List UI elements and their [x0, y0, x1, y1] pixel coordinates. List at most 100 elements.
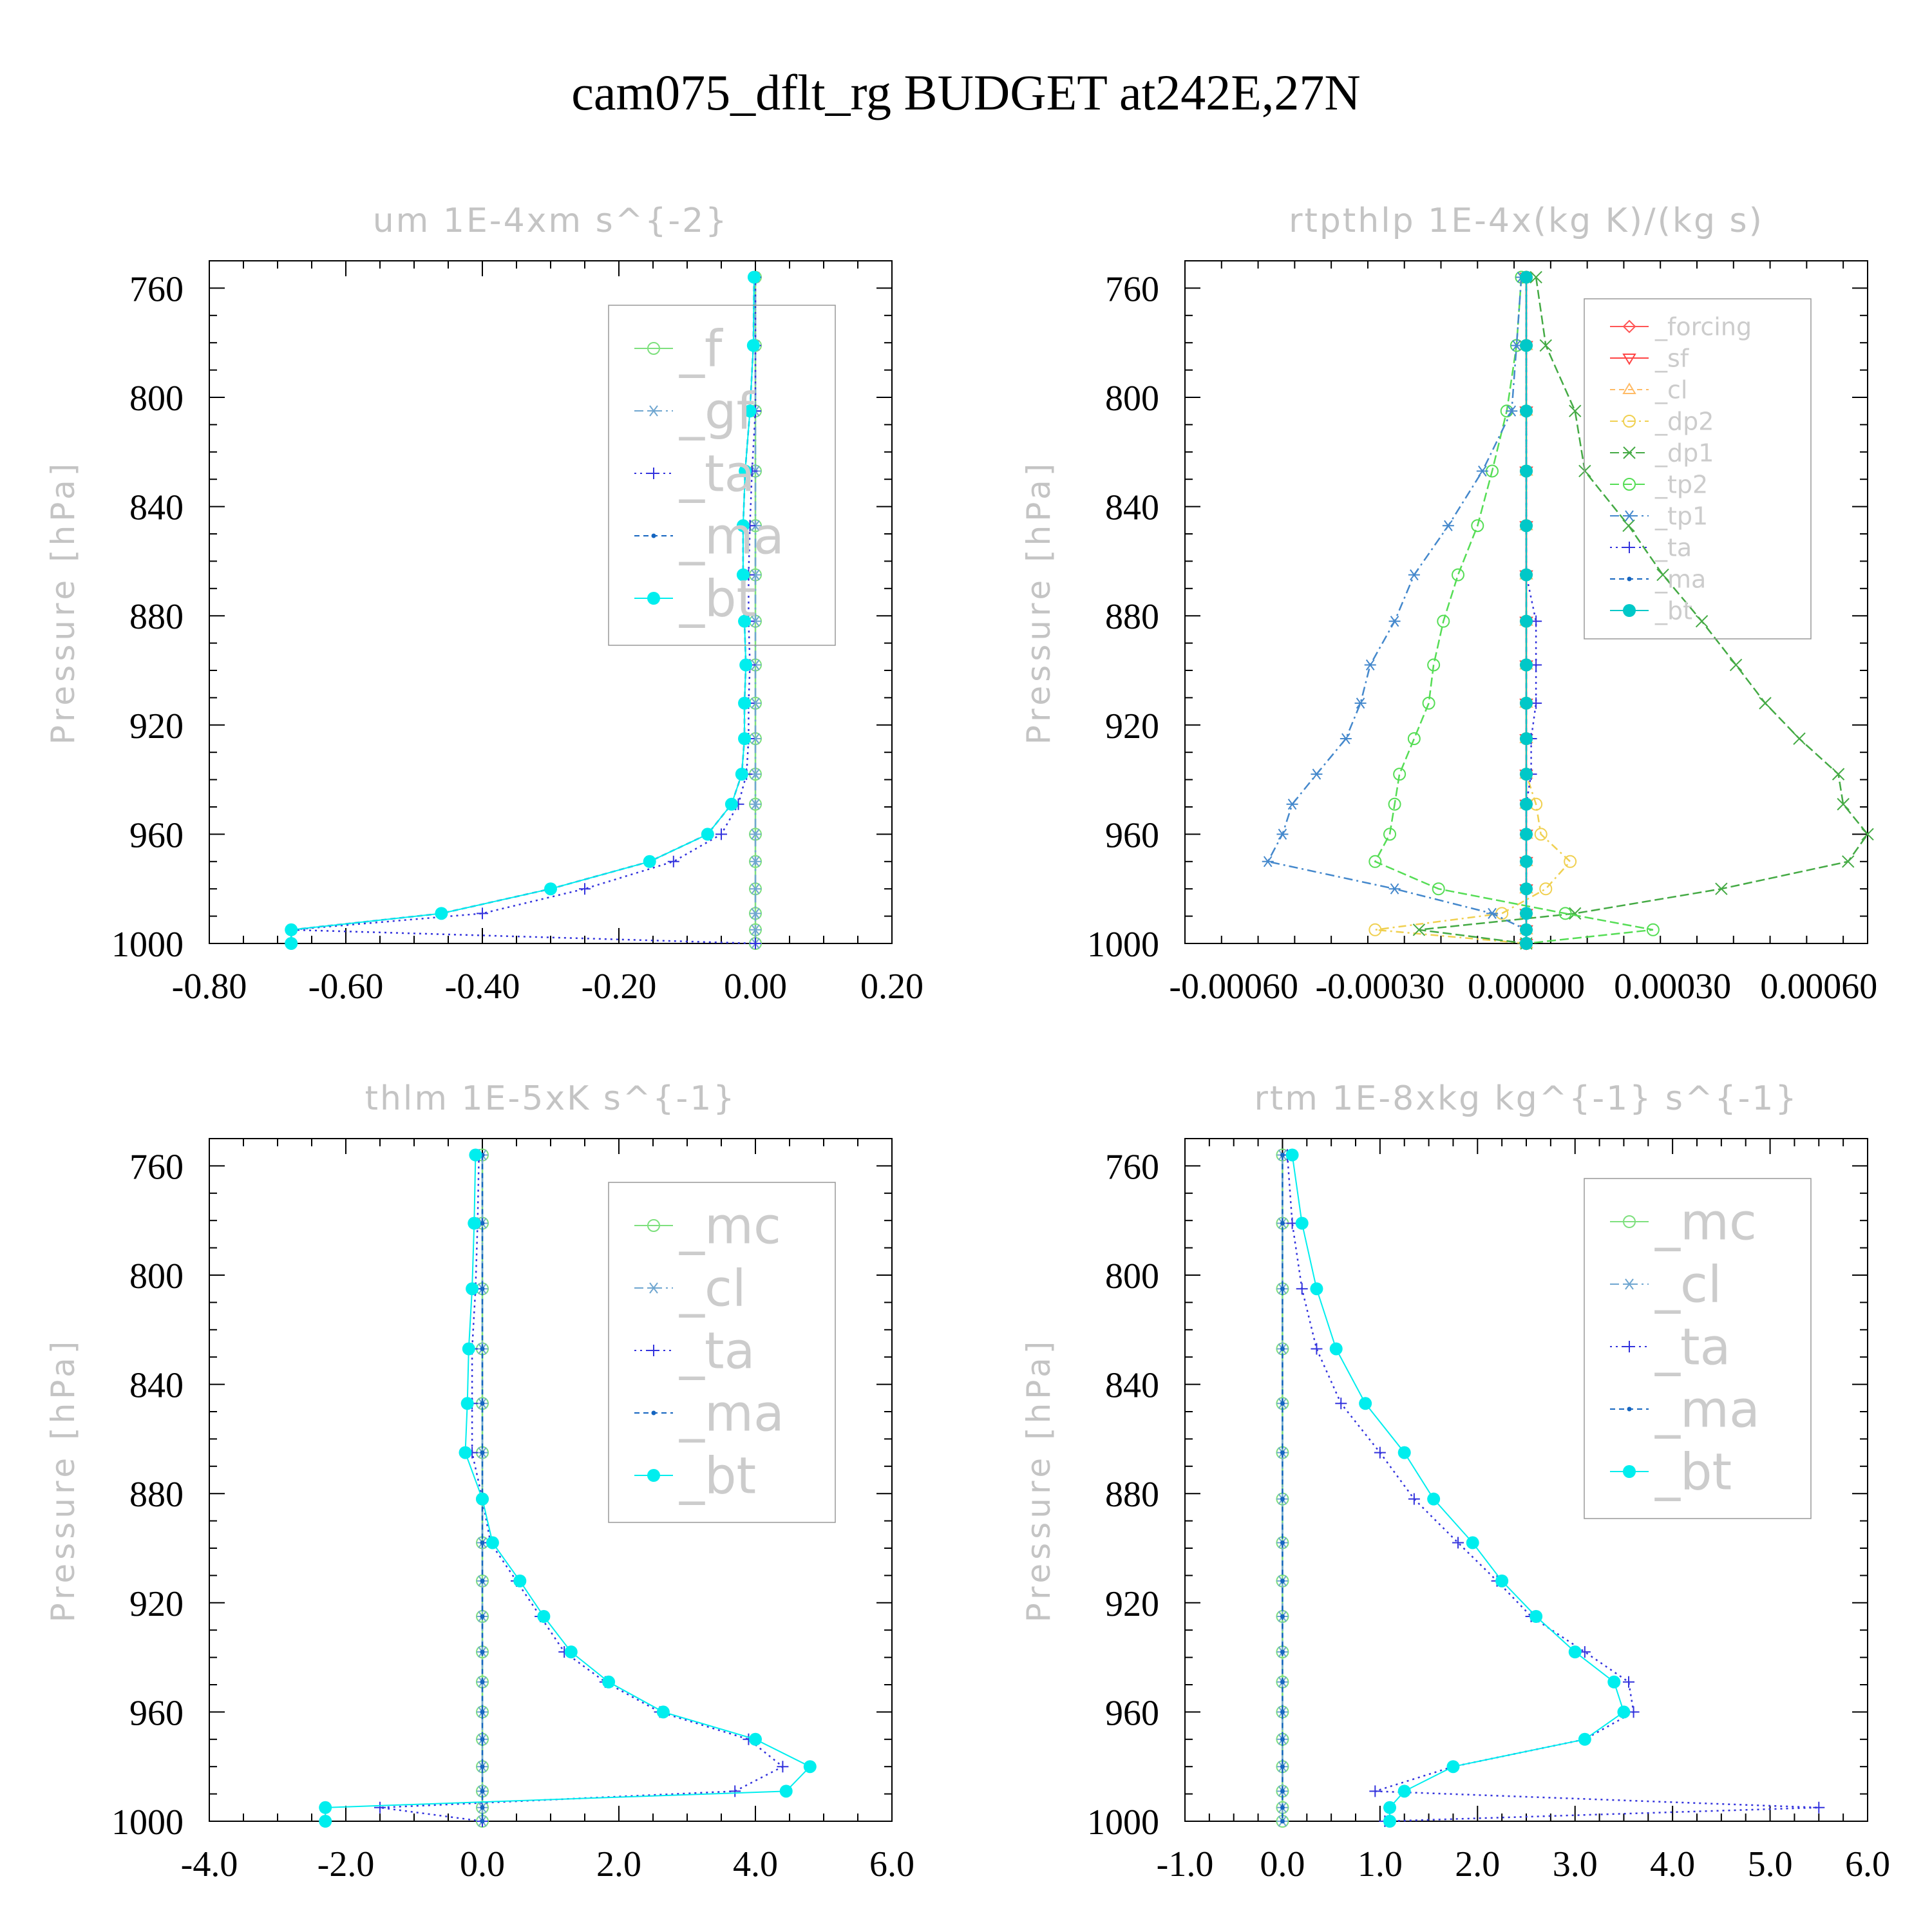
data-point [1539, 339, 1552, 352]
data-point [1369, 1785, 1381, 1797]
data-point [544, 882, 557, 896]
y-axis-label: Pressure [hPa] [44, 1338, 82, 1623]
legend-entry: _ta [1610, 1318, 1730, 1376]
legend-entry: _mc [1610, 1193, 1757, 1251]
panel-title: rtpthlp 1E-4x(kg K)/(kg s) [1289, 202, 1764, 240]
legend-entry: _tp2 [1610, 470, 1708, 498]
x-tick-label: -0.00030 [1316, 967, 1445, 1007]
data-point [285, 923, 298, 936]
data-point [1280, 1401, 1285, 1406]
data-point [1280, 1680, 1285, 1685]
data-point [1520, 270, 1533, 284]
y-tick-label: 1000 [1087, 1803, 1159, 1842]
legend-marker [647, 342, 660, 355]
legend-entry: _gf [634, 383, 755, 440]
y-tick-label: 880 [1105, 1475, 1159, 1515]
data-point [1520, 519, 1533, 533]
legend-marker [1623, 478, 1636, 491]
y-tick-label: 760 [1105, 269, 1159, 309]
legend-label: _dp2 [1654, 407, 1714, 435]
data-point [1310, 1282, 1323, 1296]
data-point [738, 696, 752, 710]
legend-label: _f [679, 320, 723, 378]
data-point [1486, 907, 1498, 919]
x-tick-label: 0.0 [1260, 1844, 1305, 1884]
data-point [466, 1282, 479, 1296]
legend: _f_gf_ta_ma_bt [608, 305, 836, 646]
data-point [480, 1680, 485, 1685]
y-tick-label: 880 [129, 597, 184, 637]
legend-label: _tp2 [1654, 470, 1708, 498]
data-point [1359, 1397, 1372, 1410]
chart-panels: um 1E-4xm s^{-2} Pressure [hPa] 760 800 840 8… [44, 202, 1890, 1884]
legend-entry: _forcing [1610, 312, 1752, 341]
data-point [1539, 882, 1553, 896]
data-point [779, 1785, 793, 1798]
legend-marker [647, 592, 660, 605]
data-point [1520, 855, 1533, 868]
data-point [1427, 658, 1441, 672]
data-point [1388, 797, 1401, 811]
y-axis-label: Pressure [hPa] [1020, 460, 1057, 745]
legend-marker [648, 405, 659, 417]
data-point [319, 1815, 332, 1828]
legend-marker [651, 1410, 656, 1416]
legend-entry: _ma [1610, 1381, 1760, 1439]
legend-entry: _sf [1610, 344, 1690, 372]
y-tick-label: 800 [1105, 379, 1159, 419]
x-tick-label: -4.0 [181, 1844, 238, 1884]
x-tick-label: -1.0 [1157, 1844, 1214, 1884]
data-point [1530, 270, 1542, 284]
legend-marker [1624, 1278, 1635, 1290]
x-tick-label: 0.20 [860, 967, 923, 1007]
data-point [1286, 799, 1298, 810]
data-point [480, 1649, 485, 1654]
data-point [1729, 658, 1743, 672]
legend-label: _bt [679, 570, 756, 628]
legend-label: _cl [679, 1260, 746, 1318]
legend: _forcing _sf _cl _dp2 _dp1 _tp2 _tp1 _ta _ma _bt [1584, 298, 1812, 639]
data-point [1578, 464, 1591, 478]
series-dp1 [1412, 270, 1874, 950]
legend-entry: _tp1 [1610, 502, 1708, 530]
data-point [1520, 614, 1533, 628]
data-point [738, 614, 752, 628]
data-point [1311, 1343, 1323, 1355]
data-point [480, 1709, 485, 1714]
legend-marker [1624, 1341, 1635, 1352]
x-tick-label: -0.80 [172, 967, 247, 1007]
data-point [1578, 1732, 1591, 1746]
series-bt [285, 270, 761, 950]
data-point [469, 1148, 482, 1162]
data-point [1280, 1497, 1285, 1502]
x-tick-label: 0.00 [724, 967, 787, 1007]
data-point [1280, 1540, 1285, 1546]
data-point [1276, 828, 1289, 840]
data-point [480, 1578, 485, 1584]
y-axis-label: Pressure [hPa] [1020, 1338, 1057, 1623]
chart-panel: rtm 1E-8xkg kg^{-1} s^{-1} Pressure [hPa]… [1020, 1079, 1890, 1884]
legend-label: _gf [679, 383, 755, 440]
y-tick-label: 800 [129, 379, 184, 419]
data-point [746, 339, 760, 352]
legend-marker [1622, 383, 1636, 394]
series-ma [1280, 1152, 1285, 1824]
data-point [1520, 404, 1533, 418]
data-point [1368, 855, 1382, 868]
data-point [1354, 697, 1367, 709]
legend-box [1584, 1178, 1812, 1519]
data-point [1715, 882, 1728, 895]
legend-marker [1627, 1406, 1632, 1412]
data-point [739, 464, 752, 478]
data-point [1534, 828, 1548, 841]
data-point [1759, 697, 1772, 710]
data-point [1280, 1788, 1285, 1794]
y-tick-label: 920 [1105, 1584, 1159, 1624]
data-point [1476, 465, 1488, 477]
data-point [736, 568, 750, 582]
data-point [1520, 339, 1533, 352]
y-tick-label: 960 [129, 815, 184, 855]
data-point [1520, 923, 1533, 936]
